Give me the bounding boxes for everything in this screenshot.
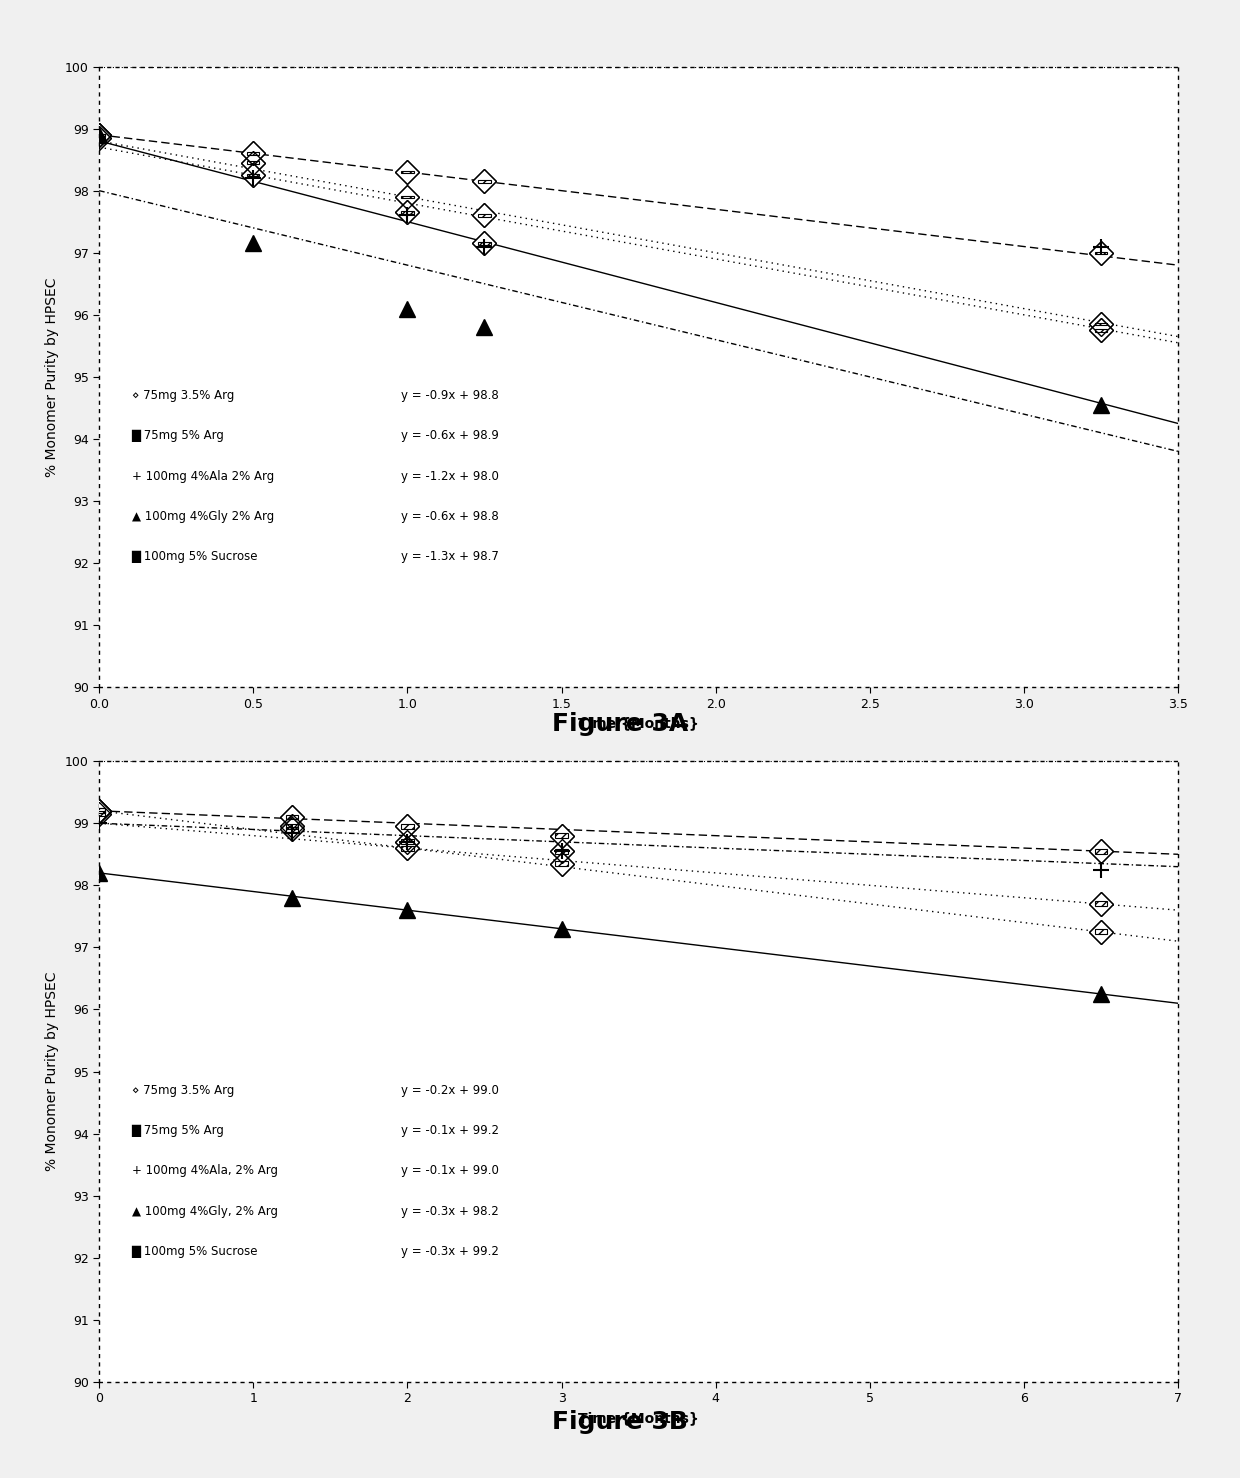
Text: y = -1.3x + 98.7: y = -1.3x + 98.7 bbox=[402, 550, 500, 563]
Text: y = -0.2x + 99.0: y = -0.2x + 99.0 bbox=[402, 1083, 500, 1097]
Text: █ 100mg 5% Sucrose: █ 100mg 5% Sucrose bbox=[131, 1244, 258, 1258]
Text: █ 75mg 5% Arg: █ 75mg 5% Arg bbox=[131, 430, 224, 442]
X-axis label: Time {Months}: Time {Months} bbox=[578, 1411, 699, 1425]
Text: ⋄ 75mg 3.5% Arg: ⋄ 75mg 3.5% Arg bbox=[131, 1083, 234, 1097]
Text: + 100mg 4%Ala 2% Arg: + 100mg 4%Ala 2% Arg bbox=[131, 470, 274, 483]
Text: █ 75mg 5% Arg: █ 75mg 5% Arg bbox=[131, 1125, 224, 1137]
Text: █ 100mg 5% Sucrose: █ 100mg 5% Sucrose bbox=[131, 550, 258, 563]
Text: ▲ 100mg 4%Gly, 2% Arg: ▲ 100mg 4%Gly, 2% Arg bbox=[131, 1205, 278, 1218]
Y-axis label: % Monomer Purity by HPSEC: % Monomer Purity by HPSEC bbox=[46, 973, 60, 1171]
Text: + 100mg 4%Ala, 2% Arg: + 100mg 4%Ala, 2% Arg bbox=[131, 1165, 278, 1178]
Text: y = -0.6x + 98.9: y = -0.6x + 98.9 bbox=[402, 430, 500, 442]
Text: Figure 3B: Figure 3B bbox=[552, 1410, 688, 1434]
Text: y = -0.1x + 99.2: y = -0.1x + 99.2 bbox=[402, 1125, 500, 1137]
Text: y = -0.3x + 98.2: y = -0.3x + 98.2 bbox=[402, 1205, 498, 1218]
Text: ⋄ 75mg 3.5% Arg: ⋄ 75mg 3.5% Arg bbox=[131, 389, 234, 402]
Text: y = -0.1x + 99.0: y = -0.1x + 99.0 bbox=[402, 1165, 500, 1178]
Text: y = -0.9x + 98.8: y = -0.9x + 98.8 bbox=[402, 389, 498, 402]
Text: y = -0.6x + 98.8: y = -0.6x + 98.8 bbox=[402, 510, 498, 523]
X-axis label: Time {Months}: Time {Months} bbox=[578, 717, 699, 730]
Text: y = -0.3x + 99.2: y = -0.3x + 99.2 bbox=[402, 1244, 500, 1258]
Text: y = -1.2x + 98.0: y = -1.2x + 98.0 bbox=[402, 470, 500, 483]
Y-axis label: % Monomer Purity by HPSEC: % Monomer Purity by HPSEC bbox=[46, 278, 60, 476]
Text: ▲ 100mg 4%Gly 2% Arg: ▲ 100mg 4%Gly 2% Arg bbox=[131, 510, 274, 523]
Text: Figure 3A: Figure 3A bbox=[552, 712, 688, 736]
